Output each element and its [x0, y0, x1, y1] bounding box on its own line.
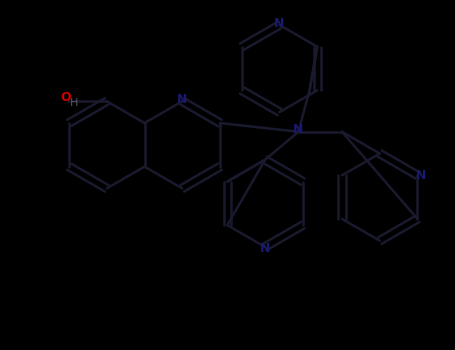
Text: N: N	[415, 169, 426, 182]
Text: N: N	[260, 242, 270, 255]
Text: N: N	[177, 93, 187, 106]
Text: H: H	[70, 98, 78, 108]
Text: N: N	[274, 17, 285, 30]
Text: N: N	[293, 122, 303, 135]
Text: O: O	[61, 91, 71, 104]
